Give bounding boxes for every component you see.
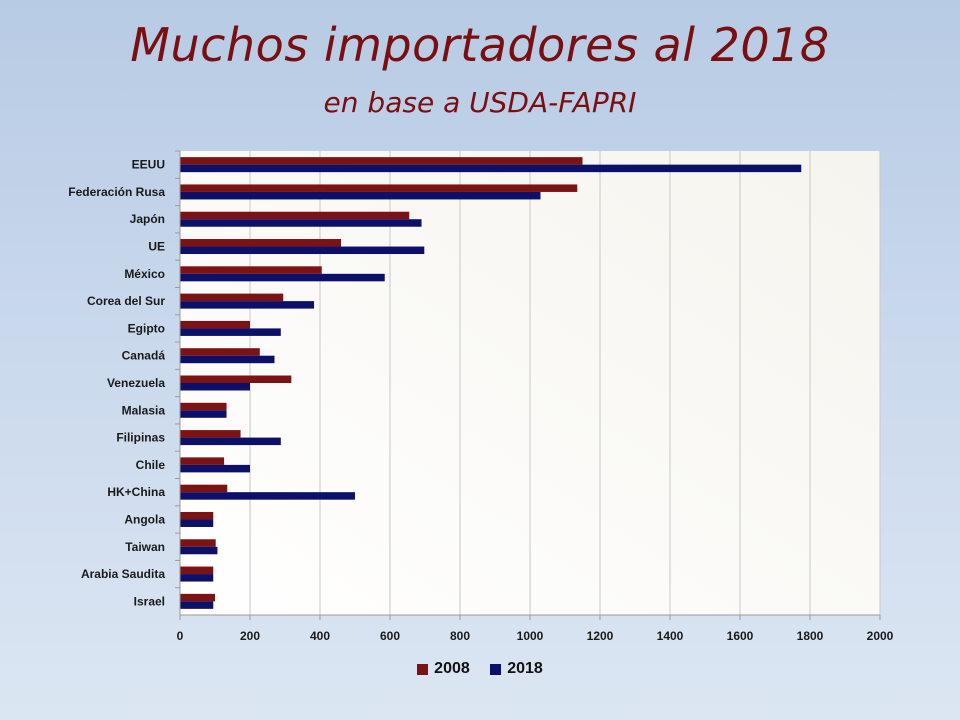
- bar-2018-3: [180, 246, 425, 255]
- bar-2018-8: [180, 383, 250, 391]
- bar-2008-16: [180, 593, 215, 602]
- bar-2008-4: [180, 266, 322, 274]
- bar-2008-10: [180, 430, 241, 438]
- bar-2018-1: [180, 191, 541, 200]
- category-label: Chile: [136, 458, 166, 472]
- bar-2018-15: [180, 574, 214, 582]
- category-label: Venezuela: [107, 376, 165, 390]
- bar-2008-11: [180, 457, 225, 465]
- category-label: Canadá: [122, 349, 166, 363]
- category-label: Taiwan: [125, 540, 165, 554]
- bar-2008-14: [180, 539, 216, 547]
- bar-2008-3: [180, 239, 341, 247]
- grid-lines: [249, 151, 881, 615]
- bar-2018-0: [180, 164, 802, 173]
- category-label: Egipto: [128, 321, 165, 335]
- x-tick-label: 600: [380, 629, 400, 643]
- bar-2018-12: [180, 492, 355, 500]
- category-label: Federación Rusa: [68, 185, 165, 199]
- x-tick-label: 1000: [517, 629, 544, 643]
- bar-2008-1: [180, 184, 578, 192]
- category-label: Angola: [124, 512, 165, 526]
- bar-2018-7: [180, 355, 275, 364]
- x-tick-label: 2000: [867, 629, 894, 643]
- bar-2008-7: [180, 348, 260, 356]
- bar-2008-2: [180, 211, 410, 220]
- bar-2018-2: [180, 219, 422, 227]
- bar-2018-13: [180, 519, 214, 527]
- bar-2018-16: [180, 601, 214, 609]
- bar-2018-4: [180, 273, 385, 282]
- bars: [180, 157, 802, 609]
- x-tick-label: 200: [240, 629, 260, 643]
- category-labels: EEUU Federación Rusa Japón UE México Corea de…: [68, 150, 180, 608]
- category-label: México: [124, 267, 165, 281]
- category-label: UE: [148, 240, 165, 254]
- category-label: Arabia Saudita: [81, 567, 165, 581]
- legend-label-2018: 2018: [507, 660, 543, 677]
- bar-2008-12: [180, 484, 228, 493]
- x-tick-label: 1600: [727, 629, 754, 643]
- x-tick-label: 400: [310, 629, 330, 643]
- x-tick-labels: 0 200 400 600 800 1000 1200 1400 1600 1800 2000: [177, 615, 894, 643]
- bar-2018-6: [180, 328, 281, 336]
- x-tick-label: 1400: [657, 629, 684, 643]
- x-tick-label: 1200: [587, 629, 614, 643]
- bar-2018-10: [180, 437, 281, 446]
- category-label: Filipinas: [116, 431, 165, 445]
- bar-2018-11: [180, 464, 250, 473]
- bar-2008-13: [180, 511, 214, 520]
- x-tick-label: 800: [450, 629, 470, 643]
- legend-swatch-2008: [417, 663, 429, 675]
- bar-2018-14: [180, 546, 218, 555]
- category-label: EEUU: [132, 158, 165, 172]
- bar-2008-0: [180, 157, 583, 165]
- category-label: Japón: [130, 212, 165, 226]
- slide-subtitle: en base a USDA-FAPRI: [323, 86, 637, 119]
- bar-2008-9: [180, 402, 227, 411]
- bar-2008-6: [180, 320, 250, 329]
- legend-item-2008: 2008: [417, 660, 470, 678]
- bar-2008-8: [180, 375, 292, 383]
- legend-label-2008: 2008: [434, 660, 470, 677]
- category-label: Malasia: [122, 403, 166, 417]
- bar-2018-5: [180, 301, 315, 309]
- bar-2018-9: [180, 410, 227, 418]
- category-label: Corea del Sur: [87, 294, 165, 308]
- category-label: HK+China: [107, 485, 165, 499]
- bar-chart: EEUU Federación Rusa Japón UE México Corea de…: [68, 150, 894, 643]
- slide-title: Muchos importadores al 2018: [130, 18, 830, 72]
- legend-swatch-2018: [490, 663, 502, 675]
- x-tick-label: 1800: [797, 629, 824, 643]
- legend: 2008 2018: [0, 660, 960, 680]
- bar-2008-15: [180, 566, 214, 575]
- legend-item-2018: 2018: [490, 660, 543, 678]
- x-tick-label: 0: [177, 629, 184, 643]
- category-label: Israel: [134, 594, 165, 608]
- bar-2008-5: [180, 293, 284, 302]
